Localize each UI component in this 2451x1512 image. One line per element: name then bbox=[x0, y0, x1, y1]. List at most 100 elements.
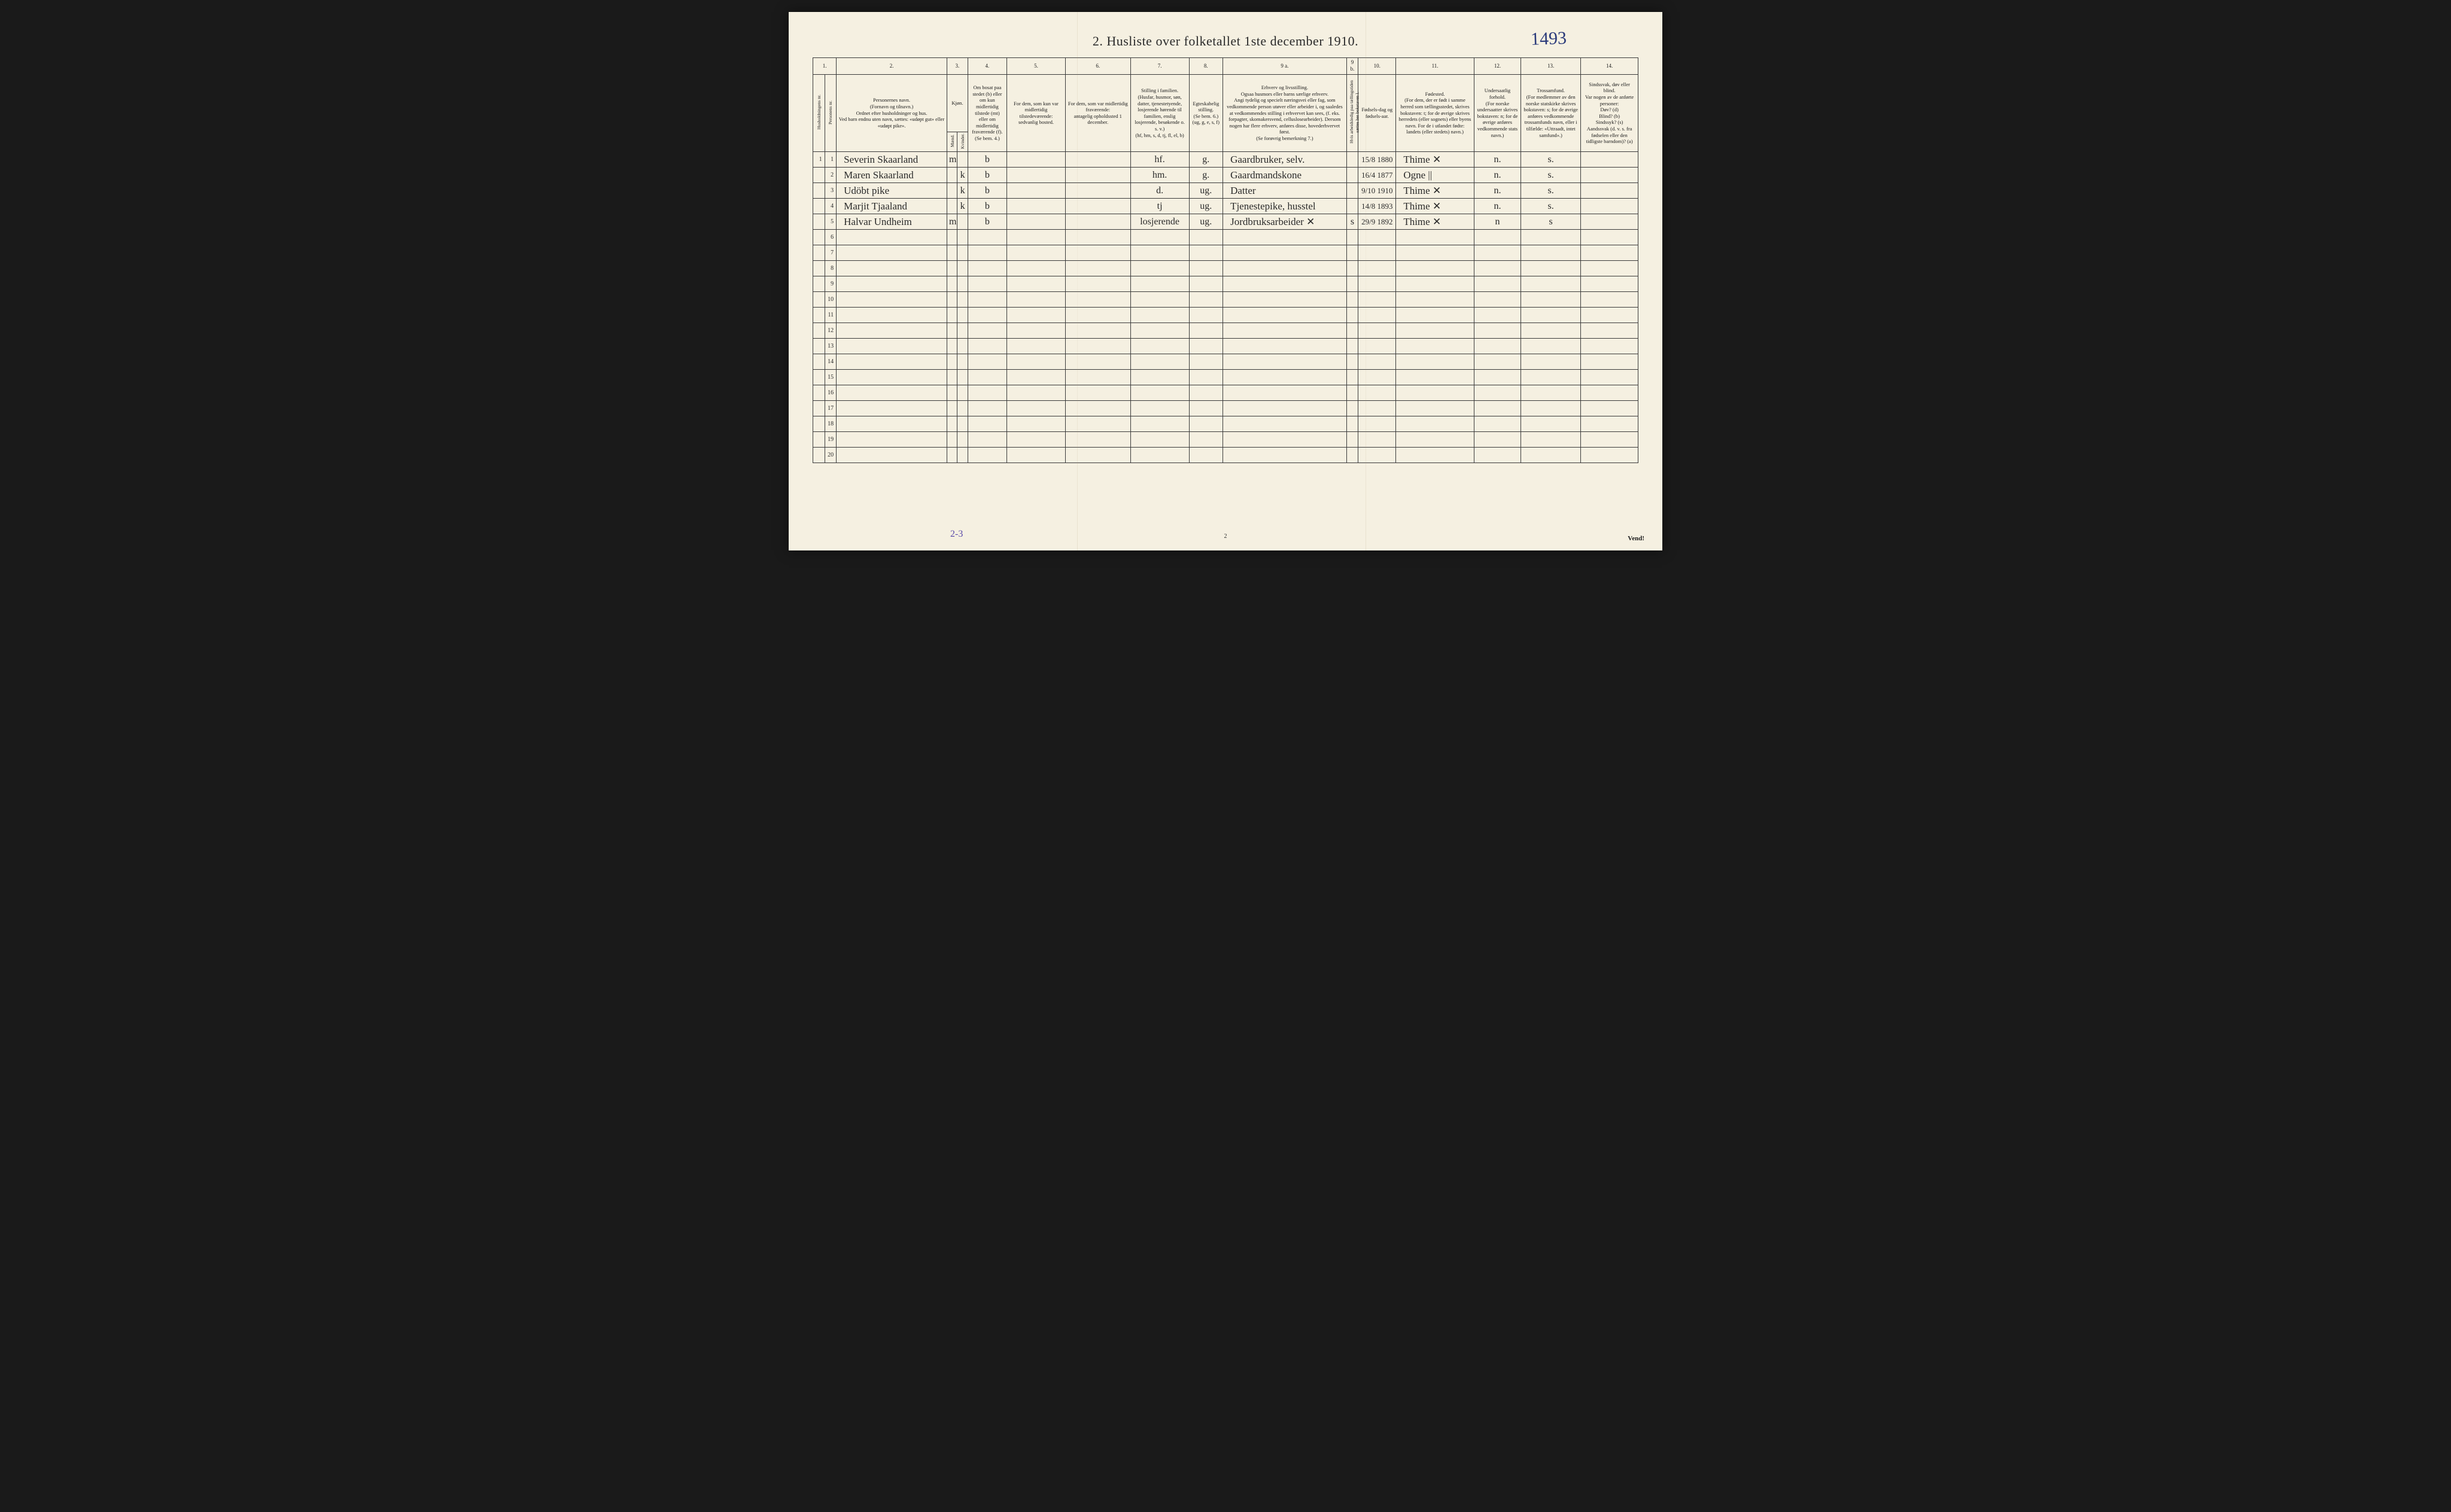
cell-residence bbox=[968, 261, 1006, 276]
hdr-name: Personernes navn. (Fornavn og tilnavn.) … bbox=[837, 74, 947, 152]
cell-person-nr: 9 bbox=[825, 276, 837, 292]
cell-birthdate bbox=[1358, 245, 1396, 261]
cell-temp-absent bbox=[1065, 385, 1130, 401]
cell-sex-k bbox=[957, 308, 968, 323]
cell-household-nr bbox=[813, 432, 825, 448]
cell-citizenship: n. bbox=[1474, 152, 1521, 168]
colnum-4: 4. bbox=[968, 58, 1006, 75]
table-row: 17 bbox=[813, 401, 1638, 416]
colnum-10: 10. bbox=[1358, 58, 1396, 75]
cell-sex-m bbox=[947, 199, 957, 214]
cell-religion bbox=[1521, 292, 1581, 308]
cell-household-nr bbox=[813, 261, 825, 276]
cell-birthplace bbox=[1396, 385, 1474, 401]
cell-name bbox=[837, 323, 947, 339]
cell-person-nr: 6 bbox=[825, 230, 837, 245]
cell-sex-k: k bbox=[957, 168, 968, 183]
cell-residence bbox=[968, 401, 1006, 416]
hdr-religion: Trossamfund. (For medlemmer av den norsk… bbox=[1521, 74, 1581, 152]
cell-temp-present bbox=[1007, 385, 1066, 401]
cell-sex-k bbox=[957, 448, 968, 463]
cell-religion bbox=[1521, 323, 1581, 339]
cell-religion: s bbox=[1521, 214, 1581, 230]
cell-birthdate bbox=[1358, 261, 1396, 276]
cell-sex-m bbox=[947, 354, 957, 370]
cell-sex-k bbox=[957, 339, 968, 354]
cell-sex-k bbox=[957, 370, 968, 385]
cell-birthplace: Ogne || bbox=[1396, 168, 1474, 183]
cell-person-nr: 17 bbox=[825, 401, 837, 416]
cell-occupation bbox=[1223, 308, 1347, 323]
cell-sex-k bbox=[957, 230, 968, 245]
cell-household-nr bbox=[813, 292, 825, 308]
column-number-row: 1. 2. 3. 4. 5. 6. 7. 8. 9 a. 9 b. 10. 11… bbox=[813, 58, 1638, 75]
table-row: 9 bbox=[813, 276, 1638, 292]
cell-marital: ug. bbox=[1189, 214, 1223, 230]
cell-marital bbox=[1189, 276, 1223, 292]
colnum-7: 7. bbox=[1130, 58, 1189, 75]
cell-marital bbox=[1189, 401, 1223, 416]
cell-citizenship bbox=[1474, 385, 1521, 401]
cell-person-nr: 10 bbox=[825, 292, 837, 308]
hdr-residence: Om bosat paa stedet (b) eller om kun mid… bbox=[968, 74, 1006, 152]
cell-residence bbox=[968, 339, 1006, 354]
cell-marital: g. bbox=[1189, 152, 1223, 168]
cell-unemployed bbox=[1346, 199, 1358, 214]
cell-sex-k bbox=[957, 276, 968, 292]
table-row: 18 bbox=[813, 416, 1638, 432]
colnum-14: 14. bbox=[1581, 58, 1638, 75]
cell-temp-absent bbox=[1065, 261, 1130, 276]
cell-occupation bbox=[1223, 416, 1347, 432]
cell-occupation bbox=[1223, 432, 1347, 448]
cell-household-nr bbox=[813, 370, 825, 385]
cell-marital bbox=[1189, 385, 1223, 401]
cell-name: Udöbt pike bbox=[837, 183, 947, 199]
cell-temp-absent bbox=[1065, 401, 1130, 416]
table-row: 15 bbox=[813, 370, 1638, 385]
cell-temp-present bbox=[1007, 261, 1066, 276]
cell-unemployed bbox=[1346, 354, 1358, 370]
cell-citizenship bbox=[1474, 370, 1521, 385]
cell-family-pos bbox=[1130, 323, 1189, 339]
cell-temp-absent bbox=[1065, 292, 1130, 308]
cell-residence bbox=[968, 276, 1006, 292]
cell-temp-absent bbox=[1065, 323, 1130, 339]
cell-residence bbox=[968, 354, 1006, 370]
cell-birthplace bbox=[1396, 261, 1474, 276]
cell-household-nr bbox=[813, 214, 825, 230]
cell-unemployed bbox=[1346, 432, 1358, 448]
cell-birthplace bbox=[1396, 401, 1474, 416]
cell-birthdate: 16/4 1877 bbox=[1358, 168, 1396, 183]
cell-household-nr bbox=[813, 230, 825, 245]
cell-birthplace bbox=[1396, 230, 1474, 245]
cell-sex-k: k bbox=[957, 199, 968, 214]
cell-birthplace bbox=[1396, 354, 1474, 370]
cell-unemployed bbox=[1346, 385, 1358, 401]
cell-name bbox=[837, 261, 947, 276]
cell-unemployed bbox=[1346, 183, 1358, 199]
cell-family-pos: tj bbox=[1130, 199, 1189, 214]
cell-name bbox=[837, 308, 947, 323]
cell-person-nr: 20 bbox=[825, 448, 837, 463]
cell-marital bbox=[1189, 230, 1223, 245]
cell-name bbox=[837, 339, 947, 354]
cell-person-nr: 13 bbox=[825, 339, 837, 354]
cell-temp-present bbox=[1007, 323, 1066, 339]
cell-family-pos: hf. bbox=[1130, 152, 1189, 168]
hdr-person-nr: Personens nr. bbox=[825, 74, 837, 152]
cell-disability bbox=[1581, 168, 1638, 183]
cell-citizenship bbox=[1474, 245, 1521, 261]
cell-birthdate bbox=[1358, 276, 1396, 292]
hdr-household-nr: Husholdningens nr. bbox=[813, 74, 825, 152]
cell-residence bbox=[968, 230, 1006, 245]
cell-temp-present bbox=[1007, 370, 1066, 385]
cell-birthdate bbox=[1358, 323, 1396, 339]
cell-sex-m bbox=[947, 401, 957, 416]
cell-birthdate bbox=[1358, 230, 1396, 245]
cell-citizenship bbox=[1474, 416, 1521, 432]
cell-sex-m bbox=[947, 432, 957, 448]
table-row: 5Halvar Undheimmblosjerendeug.Jordbruksa… bbox=[813, 214, 1638, 230]
cell-disability bbox=[1581, 339, 1638, 354]
cell-birthplace bbox=[1396, 245, 1474, 261]
cell-person-nr: 16 bbox=[825, 385, 837, 401]
